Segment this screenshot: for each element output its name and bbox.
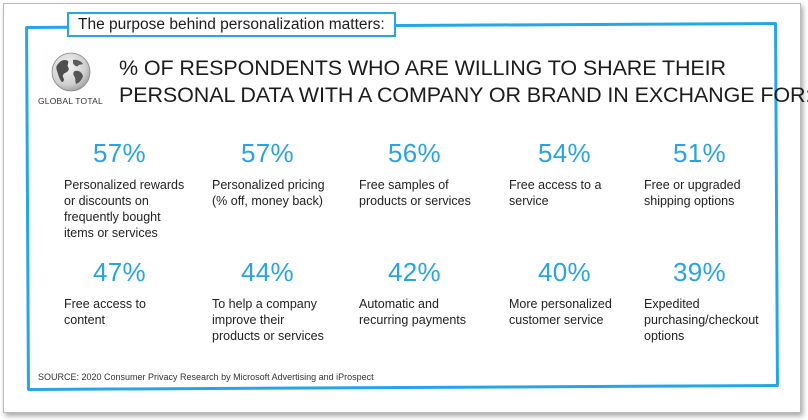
stat-description-line: recurring payments (359, 313, 466, 327)
stat-description: Automatic and recurring payments (359, 296, 499, 328)
stat-item: 57% Personalized rewards or discounts on fr… (64, 138, 204, 241)
stat-description: Free or upgraded shipping options (644, 177, 784, 209)
stat-description-line: Free or upgraded (644, 178, 741, 192)
stat-percent: 57% (93, 138, 146, 168)
stat-percent: 39% (673, 257, 726, 287)
header-tab: The purpose behind personalization matte… (67, 12, 396, 37)
stat-percent: 56% (388, 138, 441, 168)
stat-description: Free access to content (64, 296, 204, 328)
stat-description-line: Expedited (644, 297, 700, 311)
stat-item: 57% Personalized pricing (% off, money bac… (212, 138, 352, 209)
stat-description-line: frequently bought (64, 210, 161, 224)
stat-description-line: (% off, money back) (212, 194, 323, 208)
stat-percent: 42% (388, 257, 441, 287)
globe-icon (51, 52, 91, 92)
infographic-frame (3, 3, 801, 413)
stat-item: 56% Free samples of products or services (359, 138, 499, 209)
title-line-1: % OF RESPONDENTS WHO ARE WILLING TO SHAR… (119, 56, 726, 80)
stat-description: Personalized rewards or discounts on frequ… (64, 177, 204, 241)
stat-description-line: or discounts on (64, 194, 149, 208)
source-note: SOURCE: 2020 Consumer Privacy Research b… (38, 372, 374, 382)
stat-description-line: To help a company (212, 297, 317, 311)
stat-description-line: Personalized rewards (64, 178, 185, 192)
stat-item: 54% Free access to a service (509, 138, 649, 209)
stat-percent: 57% (241, 138, 294, 168)
stat-description: To help a company improve their products o… (212, 296, 352, 344)
title-line-2: PERSONAL DATA WITH A COMPANY OR BRAND IN… (119, 83, 808, 107)
stat-percent: 54% (538, 138, 591, 168)
global-total-label: GLOBAL TOTAL (38, 96, 103, 106)
stat-description-line: content (64, 313, 106, 327)
stat-percent: 51% (673, 138, 726, 168)
stat-description-line: Personalized pricing (212, 178, 325, 192)
stat-percent: 40% (538, 257, 591, 287)
stat-description: More personalized customer service (509, 296, 649, 328)
stat-description: Free access to a service (509, 177, 649, 209)
main-title: % OF RESPONDENTS WHO ARE WILLING TO SHAR… (119, 55, 808, 109)
stat-description-line: items or services (64, 226, 158, 240)
stat-description-line: products or services (212, 329, 324, 343)
stat-description-line: options (644, 329, 685, 343)
stat-description-line: Free samples of (359, 178, 449, 192)
stat-item: 42% Automatic and recurring payments (359, 257, 499, 328)
stat-percent: 44% (241, 257, 294, 287)
stat-description-line: customer service (509, 313, 604, 327)
stat-description: Personalized pricing (% off, money back) (212, 177, 352, 209)
stat-item: 47% Free access to content (64, 257, 204, 328)
stat-description-line: improve their (212, 313, 285, 327)
stat-description-line: purchasing/checkout (644, 313, 759, 327)
stat-description-line: Free access to (64, 297, 146, 311)
stat-item: 51% Free or upgraded shipping options (644, 138, 784, 209)
stat-description-line: Free access to a (509, 178, 602, 192)
stat-item: 44% To help a company improve their product… (212, 257, 352, 344)
stat-description-line: Automatic and (359, 297, 439, 311)
stat-item: 40% More personalized customer service (509, 257, 649, 328)
stat-percent: 47% (93, 257, 146, 287)
stat-description-line: shipping options (644, 194, 735, 208)
stat-item: 39% Expedited purchasing/checkout options (644, 257, 784, 344)
stat-description: Free samples of products or services (359, 177, 499, 209)
stat-description-line: service (509, 194, 549, 208)
stat-description-line: More personalized (509, 297, 612, 311)
stat-description: Expedited purchasing/checkout options (644, 296, 784, 344)
stat-description-line: products or services (359, 194, 471, 208)
